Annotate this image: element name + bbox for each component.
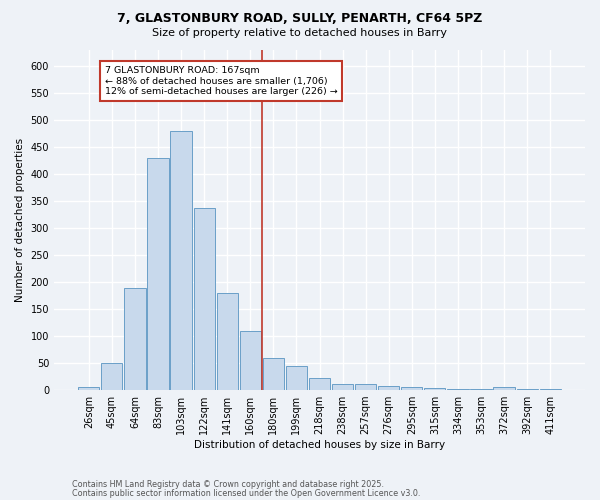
Bar: [493, 388, 515, 390]
Bar: [239, 330, 261, 390]
Bar: [124, 288, 146, 390]
Text: Contains public sector information licensed under the Open Government Licence v3: Contains public sector information licen…: [72, 490, 421, 498]
Text: 7 GLASTONBURY ROAD: 167sqm
← 88% of detached houses are smaller (1,706)
12% of s: 7 GLASTONBURY ROAD: 167sqm ← 88% of deta…: [105, 66, 338, 96]
Bar: [309, 378, 330, 390]
Bar: [217, 293, 238, 390]
Bar: [286, 366, 307, 390]
Text: 7, GLASTONBURY ROAD, SULLY, PENARTH, CF64 5PZ: 7, GLASTONBURY ROAD, SULLY, PENARTH, CF6…: [118, 12, 482, 26]
X-axis label: Distribution of detached houses by size in Barry: Distribution of detached houses by size …: [194, 440, 445, 450]
Bar: [101, 363, 122, 390]
Bar: [470, 389, 491, 390]
Bar: [378, 386, 400, 390]
Bar: [355, 384, 376, 390]
Text: Size of property relative to detached houses in Barry: Size of property relative to detached ho…: [152, 28, 448, 38]
Bar: [170, 131, 191, 390]
Bar: [148, 158, 169, 390]
Bar: [517, 389, 538, 390]
Bar: [539, 389, 561, 390]
Bar: [424, 388, 445, 390]
Y-axis label: Number of detached properties: Number of detached properties: [15, 138, 25, 302]
Bar: [194, 208, 215, 390]
Bar: [332, 384, 353, 390]
Bar: [448, 389, 469, 390]
Bar: [78, 388, 100, 390]
Bar: [401, 388, 422, 390]
Text: Contains HM Land Registry data © Crown copyright and database right 2025.: Contains HM Land Registry data © Crown c…: [72, 480, 384, 489]
Bar: [263, 358, 284, 390]
